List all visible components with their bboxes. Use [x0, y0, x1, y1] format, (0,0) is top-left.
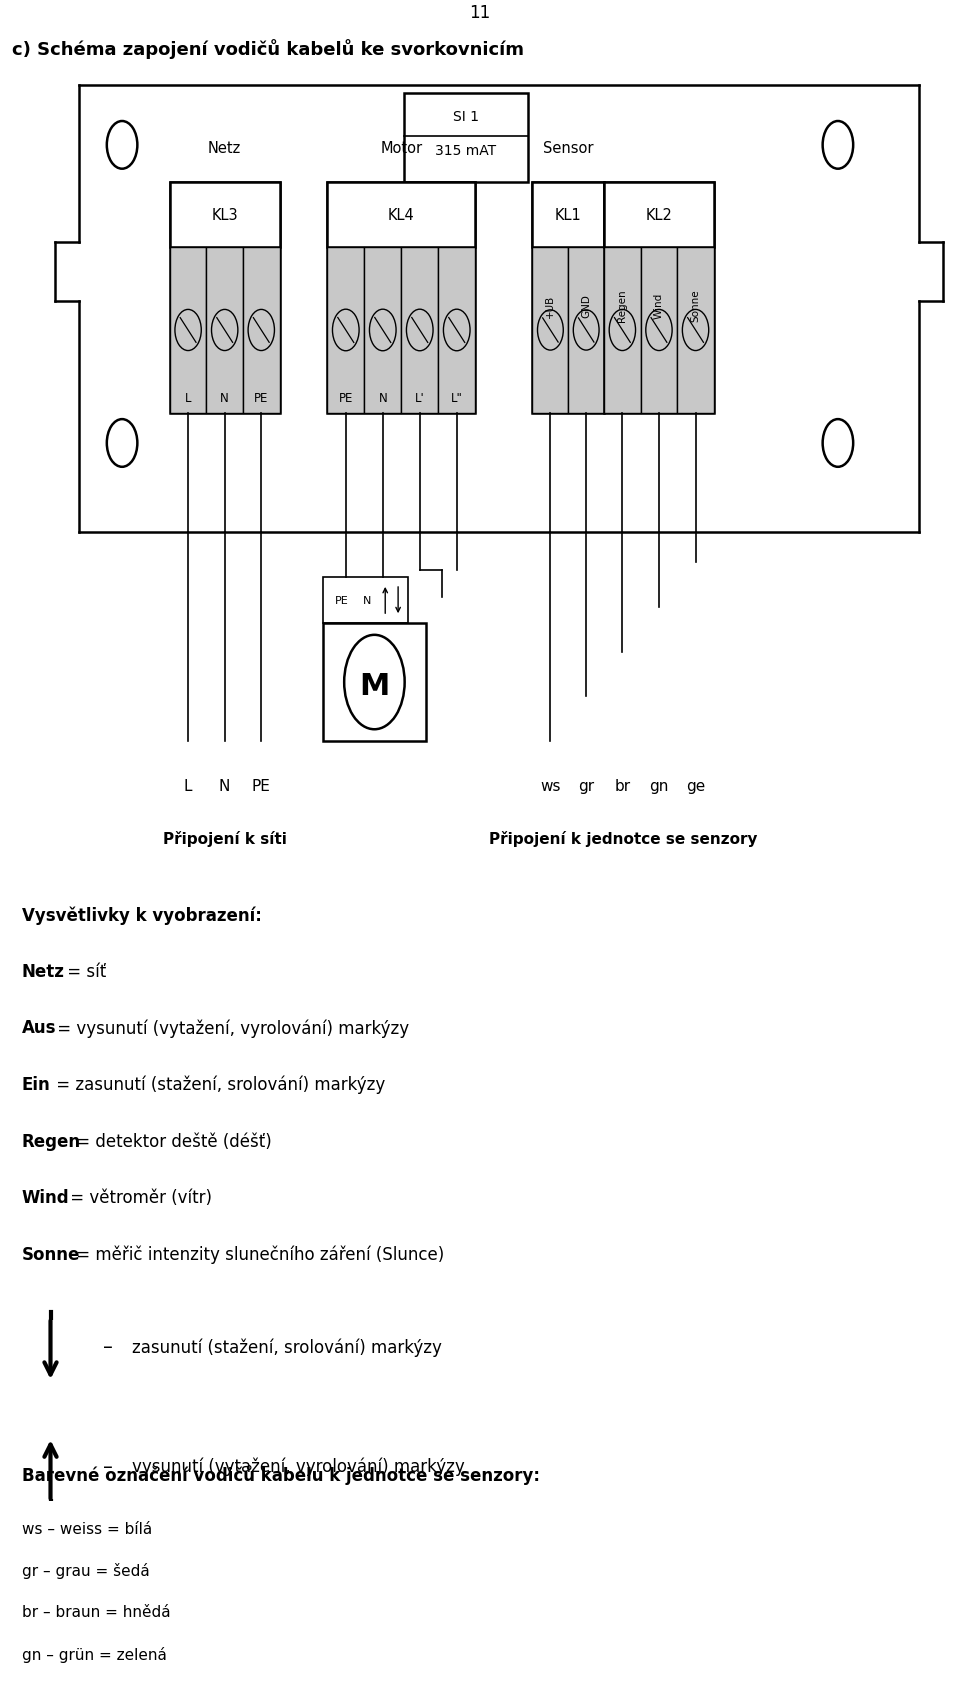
Text: Netz: Netz	[208, 141, 241, 156]
Text: Netz: Netz	[22, 962, 64, 981]
Text: Připojení k síti: Připojení k síti	[163, 831, 287, 848]
Text: PE: PE	[254, 392, 269, 405]
Text: L": L"	[451, 392, 463, 405]
Text: c) Schéma zapojení vodičů kabelů ke svorkovnicím: c) Schéma zapojení vodičů kabelů ke svor…	[12, 39, 524, 59]
Text: KL4: KL4	[388, 209, 415, 222]
Bar	[170, 247, 206, 414]
Text: gn – grün = zelená: gn – grün = zelená	[22, 1645, 167, 1662]
Text: GND: GND	[581, 294, 591, 318]
Text: Regen: Regen	[617, 289, 628, 323]
Text: Wind: Wind	[654, 293, 664, 320]
Text: M: M	[359, 671, 390, 700]
Circle shape	[248, 309, 275, 352]
Bar	[323, 624, 426, 742]
Text: zasunutí (stažení, srolování) markýzy: zasunutí (stažení, srolování) markýzy	[132, 1337, 442, 1356]
Circle shape	[370, 309, 396, 352]
Text: +UB: +UB	[545, 294, 556, 318]
Bar	[170, 183, 279, 247]
Bar	[533, 183, 604, 247]
Text: Připojení k jednotce se senzory: Připojení k jednotce se senzory	[489, 831, 757, 848]
Text: Motor: Motor	[380, 141, 422, 156]
Text: Sonne: Sonne	[22, 1245, 81, 1263]
Bar	[533, 183, 604, 414]
Text: PE: PE	[252, 779, 271, 794]
Text: 315 mAT: 315 mAT	[435, 145, 496, 158]
Circle shape	[406, 309, 433, 352]
Text: Sensor: Sensor	[543, 141, 593, 156]
Circle shape	[175, 309, 202, 352]
Text: –: –	[103, 1337, 113, 1356]
Bar	[327, 183, 475, 247]
Bar	[604, 247, 640, 414]
Text: KL2: KL2	[645, 209, 672, 222]
Bar	[533, 247, 568, 414]
Text: = měřič intenzity slunečního záření (Slunce): = měřič intenzity slunečního záření (Slu…	[71, 1245, 444, 1263]
Circle shape	[538, 311, 564, 352]
Text: ws: ws	[540, 779, 561, 794]
Bar	[323, 577, 408, 624]
Bar	[640, 247, 677, 414]
Circle shape	[332, 309, 359, 352]
Bar	[403, 94, 528, 183]
Text: KL3: KL3	[211, 209, 238, 222]
Text: = síť: = síť	[62, 962, 107, 981]
Text: vysunutí (vytažení, vyrolování) markýzy: vysunutí (vytažení, vyrolování) markýzy	[132, 1457, 465, 1475]
Text: SI 1: SI 1	[453, 109, 479, 124]
Text: L: L	[184, 779, 192, 794]
Text: PE: PE	[334, 595, 348, 606]
Bar	[327, 247, 364, 414]
Bar	[604, 183, 714, 414]
Circle shape	[211, 309, 238, 352]
Text: Regen: Regen	[22, 1132, 81, 1150]
Text: gr – grau = šedá: gr – grau = šedá	[22, 1563, 150, 1578]
Circle shape	[683, 309, 708, 352]
Bar	[206, 247, 243, 414]
Circle shape	[573, 311, 599, 352]
Bar	[568, 247, 604, 414]
Text: gn: gn	[649, 779, 669, 794]
Text: Wind: Wind	[22, 1189, 69, 1206]
Text: L: L	[185, 392, 191, 405]
Text: = zasunutí (stažení, srolování) markýzy: = zasunutí (stažení, srolování) markýzy	[51, 1075, 385, 1093]
Text: = vysunutí (vytažení, vyrolování) markýzy: = vysunutí (vytažení, vyrolování) markýz…	[53, 1019, 410, 1038]
Text: N: N	[378, 392, 387, 405]
Text: 11: 11	[469, 3, 491, 22]
Circle shape	[444, 309, 470, 352]
Text: Vysvětlivky k vyobrazení:: Vysvětlivky k vyobrazení:	[22, 905, 262, 923]
Text: gr: gr	[578, 779, 594, 794]
Text: br: br	[614, 779, 631, 794]
Text: ws – weiss = bílá: ws – weiss = bílá	[22, 1521, 152, 1536]
Text: N: N	[219, 779, 230, 794]
Text: –: –	[103, 1457, 113, 1475]
Text: = větroměr (vítr): = větroměr (vítr)	[65, 1189, 212, 1206]
Bar	[170, 183, 279, 414]
Text: Barevné označení vodičů kabelu k jednotce se senzory:: Barevné označení vodičů kabelu k jednotc…	[22, 1463, 540, 1484]
Bar	[439, 247, 475, 414]
Text: PE: PE	[339, 392, 353, 405]
Text: br – braun = hnědá: br – braun = hnědá	[22, 1605, 171, 1620]
Circle shape	[610, 309, 636, 352]
Text: KL1: KL1	[555, 209, 582, 222]
Bar	[364, 247, 401, 414]
Bar	[243, 247, 279, 414]
Text: L': L'	[415, 392, 424, 405]
Text: Ein: Ein	[22, 1075, 51, 1093]
Bar	[677, 247, 714, 414]
Text: = detektor deště (déšť): = detektor deště (déšť)	[71, 1132, 273, 1150]
Bar	[401, 247, 439, 414]
Text: N: N	[220, 392, 229, 405]
Circle shape	[646, 309, 672, 352]
Text: Aus: Aus	[22, 1019, 57, 1036]
Text: Sonne: Sonne	[690, 289, 701, 323]
Bar	[327, 183, 475, 414]
Text: ge: ge	[686, 779, 706, 794]
Bar	[604, 183, 714, 247]
Text: N: N	[363, 595, 372, 606]
